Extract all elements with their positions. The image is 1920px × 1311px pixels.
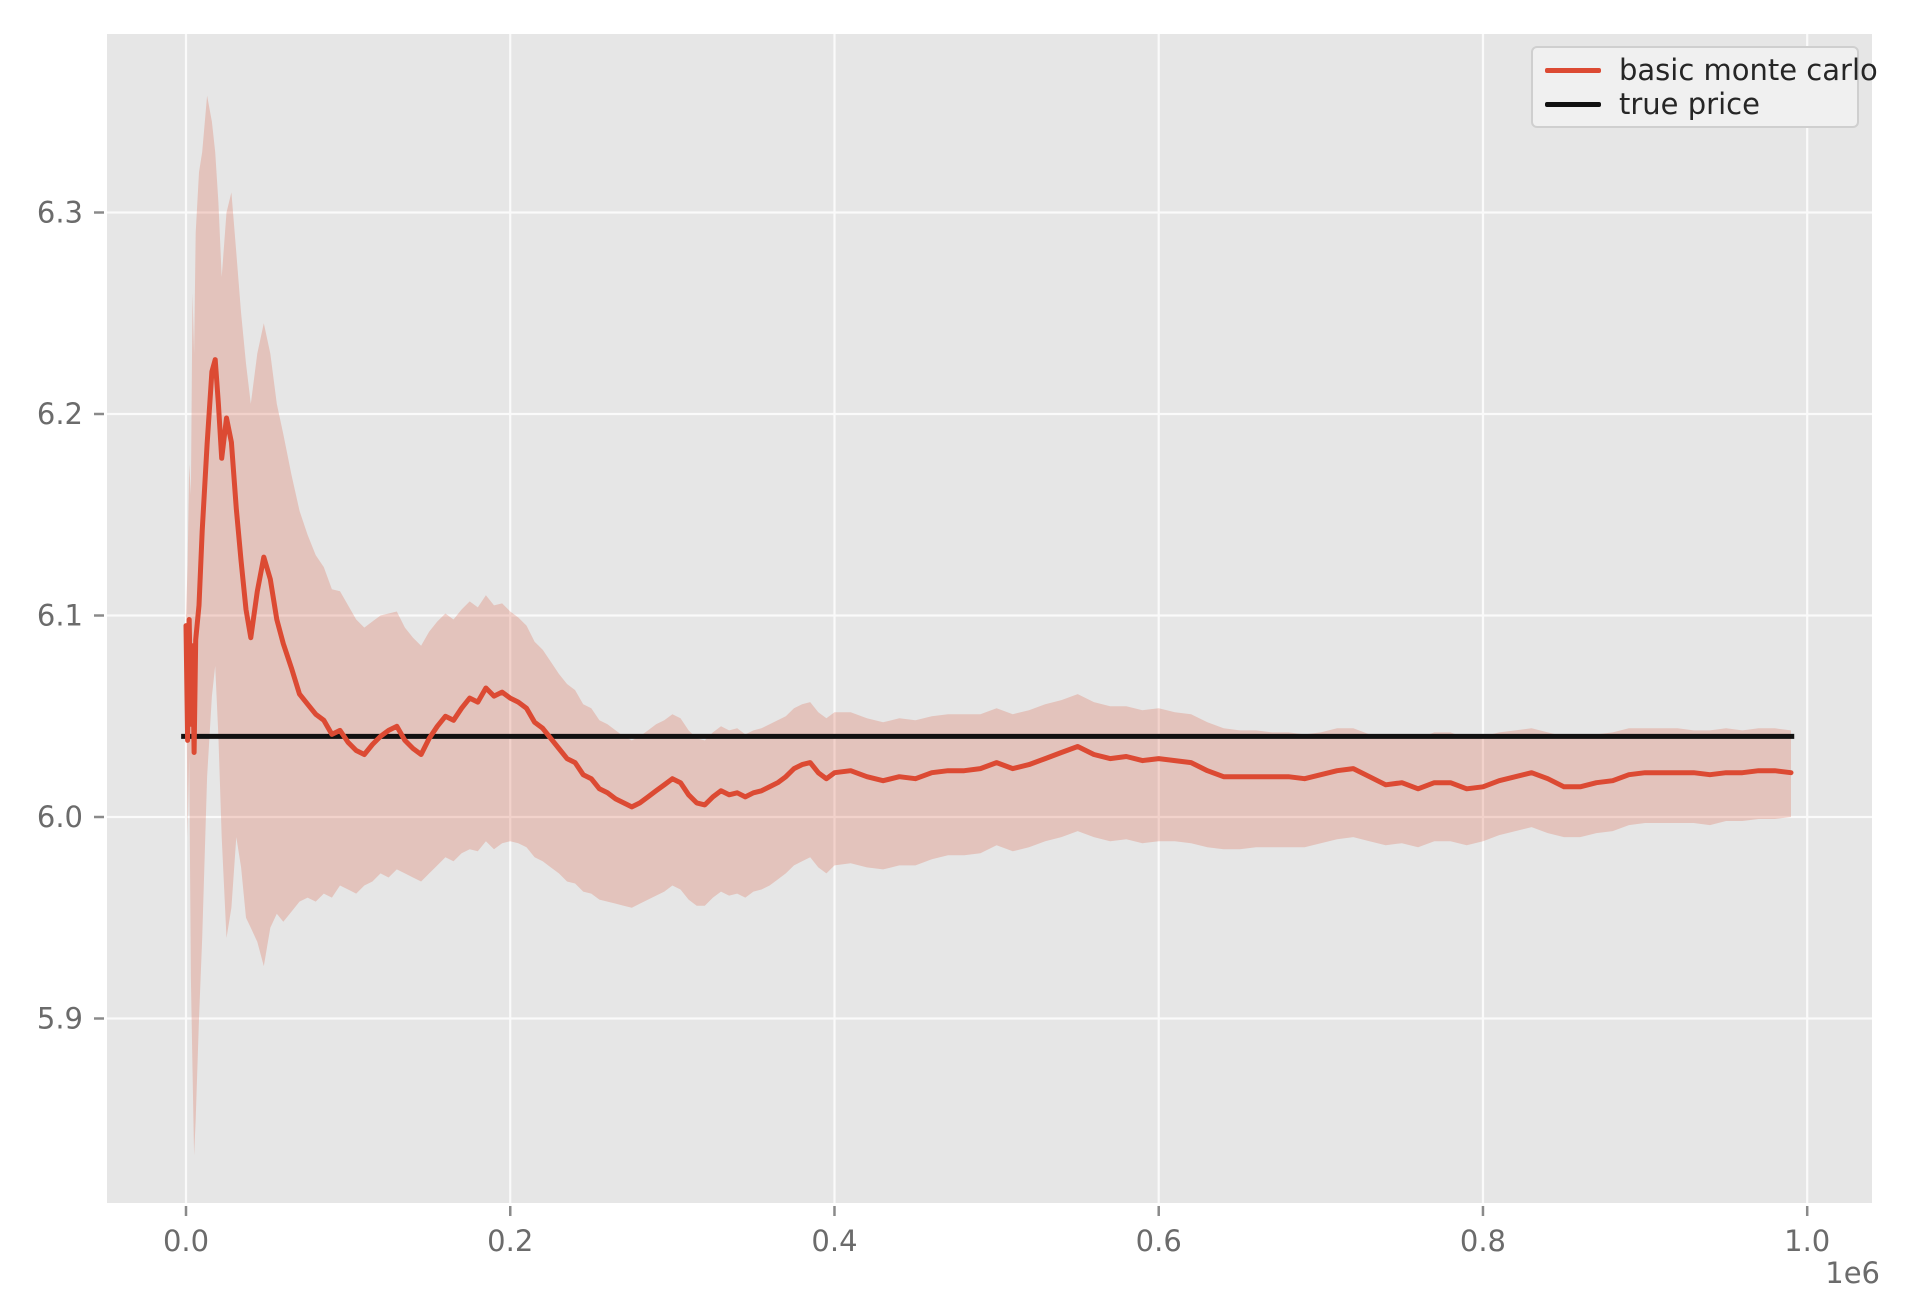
monte-carlo-line: [183, 357, 1794, 810]
x-tick-label: 0.4: [811, 1224, 857, 1258]
y-tick-label: 6.1: [37, 599, 83, 633]
x-tick-label: 0.8: [1460, 1224, 1506, 1258]
legend-label-basic-monte-carlo: basic monte carlo: [1619, 52, 1878, 87]
x-tick-label: 0.6: [1136, 1224, 1182, 1258]
plot-area: [107, 34, 1872, 1203]
y-tick-label: 6.0: [37, 800, 83, 834]
y-tick-label: 6.2: [37, 397, 83, 431]
x-tick-label: 0.2: [487, 1224, 533, 1258]
legend-line-sample-basic-monte-carlo: [1545, 67, 1601, 73]
x-axis-offset-label: 1e6: [1825, 1256, 1880, 1290]
legend-item-basic-monte-carlo: basic monte carlo: [1545, 55, 1878, 85]
y-tick-label: 6.3: [37, 196, 83, 230]
legend-item-true-price: true price: [1545, 86, 1845, 121]
legend: basic monte carlo true price: [1531, 46, 1878, 128]
legend-line-sample-true-price: [1545, 101, 1601, 107]
y-tick-label: 5.9: [37, 1002, 83, 1036]
x-tick-label: 0.0: [163, 1224, 209, 1258]
x-tick-label: 1.0: [1784, 1224, 1830, 1258]
legend-label-true-price: true price: [1619, 86, 1760, 121]
confidence-band: [186, 95, 1791, 1156]
